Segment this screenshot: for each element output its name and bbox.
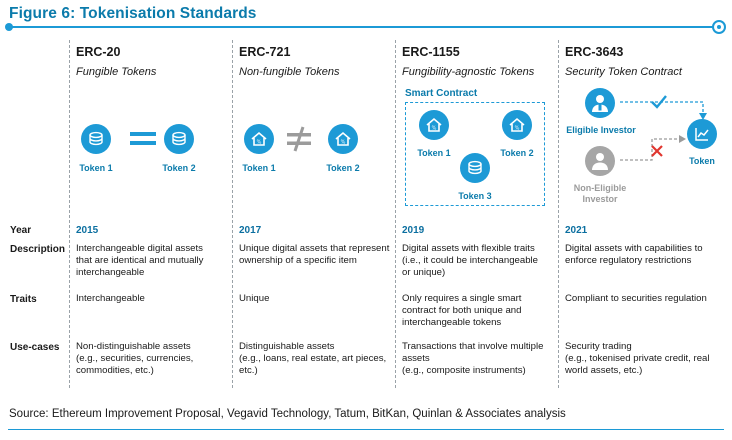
coins-stack-icon [460,153,490,183]
investor-flow-arrows [620,101,707,161]
coins-stack-icon [81,124,111,154]
description-cell: Unique digital assets that represent own… [239,243,390,266]
non-eligible-investor-label-line1: Non-Eligible [573,183,627,193]
use-cases-cell: Security trading (e.g., tokenised privat… [565,341,710,376]
description-cell: Digital assets with flexible traits (i.e… [402,243,538,278]
use-cases-cell: Non-distinguishable assets (e.g., securi… [76,341,194,376]
year-cell: 2019 [402,225,425,236]
column-divider [232,40,233,388]
token-2-label: Token 2 [326,163,360,173]
description-cell: Digital assets with capabilities to enfo… [565,243,703,266]
house-token-icon: % [502,110,532,140]
column-subtitle-erc20: Fungible Tokens [76,66,157,78]
token-3-label: Token 3 [458,191,492,201]
non-eligible-investor-icon [585,146,615,176]
column-name-erc721: ERC-721 [239,45,291,59]
token-2-label: Token 2 [162,163,196,173]
source-note: Source: Ethereum Improvement Proposal, V… [9,408,566,420]
column-divider [558,40,559,388]
equals-icon [130,130,156,148]
traits-cell: Unique [239,293,270,304]
rule-end-target-icon [712,20,726,34]
year-cell: 2015 [76,225,99,236]
figure-title: Figure 6: Tokenisation Standards [9,5,257,22]
use-cases-cell: Distinguishable assets (e.g., loans, rea… [239,341,387,376]
coins-stack-icon [164,124,194,154]
svg-text:%: % [432,126,437,132]
check-mark-icon [650,94,668,110]
house-token-icon: % [419,110,449,140]
column-name-erc20: ERC-20 [76,45,121,59]
title-rule [8,26,720,28]
column-name-erc3643: ERC-3643 [565,45,624,59]
use-cases-cell: Transactions that involve multiple asset… [402,341,544,376]
year-cell: 2021 [565,225,588,236]
row-label-traits: Traits [10,294,37,305]
token-1-label: Token 1 [79,163,113,173]
row-label-use-cases: Use-cases [10,342,60,353]
column-name-erc1155: ERC-1155 [402,45,460,59]
house-token-icon: % [328,124,358,154]
eligible-investor-label: Eligible Investor [566,125,636,135]
row-label-year: Year [10,225,32,236]
svg-text:%: % [257,140,262,146]
token-label: Token [689,156,715,166]
token-1-label: Token 1 [417,148,451,158]
smart-contract-box [405,102,545,206]
svg-text:%: % [341,140,346,146]
non-eligible-investor-label-line2: Investor [582,194,618,204]
eligible-investor-icon [585,88,615,118]
traits-cell: Only requires a single smart contract fo… [402,293,522,328]
traits-cell: Interchangeable [76,293,145,304]
description-cell: Interchangeable digital assets that are … [76,243,204,278]
traits-cell: Compliant to securities regulation [565,293,707,304]
token-1-label: Token 1 [242,163,276,173]
not-equal-icon [286,126,312,152]
svg-text:%: % [515,126,520,132]
column-subtitle-erc3643: Security Token Contract [565,66,682,78]
chart-token-icon [687,119,717,149]
token-2-label: Token 2 [500,148,534,158]
column-divider [395,40,396,388]
column-divider [69,40,70,388]
house-token-icon: % [244,124,274,154]
year-cell: 2017 [239,225,262,236]
smart-contract-label: Smart Contract [405,88,478,99]
row-label-description: Description [10,244,66,255]
cross-mark-icon [650,144,664,158]
column-subtitle-erc721: Non-fungible Tokens [239,66,340,78]
column-subtitle-erc1155: Fungibility-agnostic Tokens [402,66,535,78]
bottom-rule [8,429,724,430]
